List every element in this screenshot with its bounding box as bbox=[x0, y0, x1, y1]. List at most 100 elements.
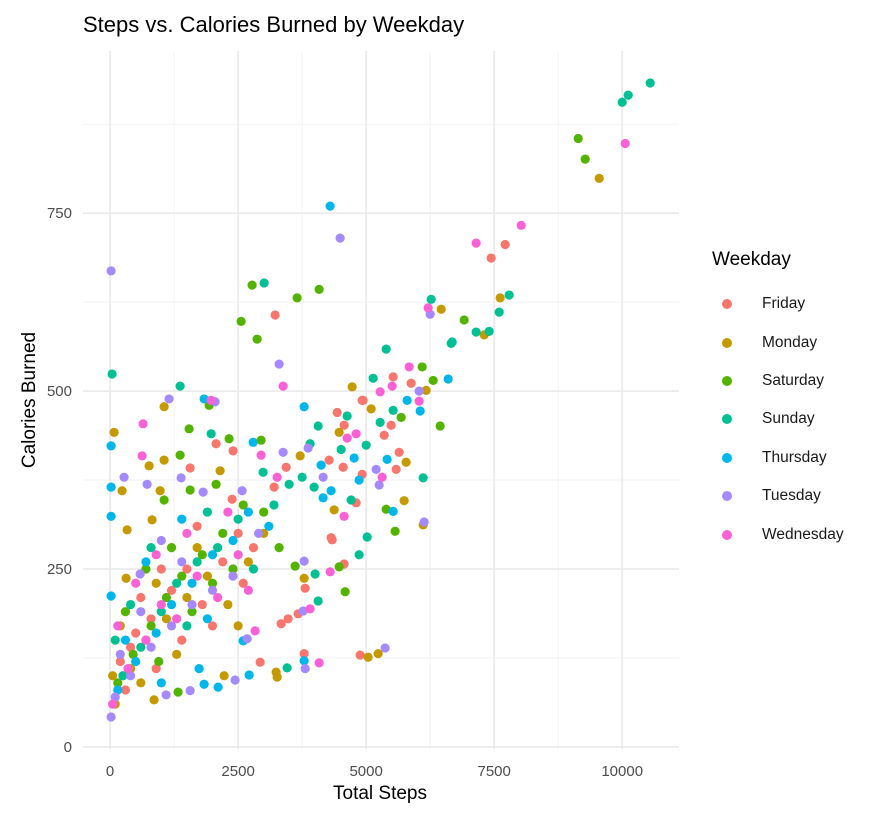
legend-item-tuesday: Tuesday bbox=[712, 477, 844, 515]
data-point-sunday bbox=[504, 290, 514, 300]
data-point-monday bbox=[421, 385, 431, 395]
data-point-wednesday bbox=[108, 699, 118, 709]
data-point-monday bbox=[192, 543, 202, 553]
data-point-sunday bbox=[617, 97, 627, 107]
data-point-monday bbox=[147, 515, 157, 525]
data-point-monday bbox=[161, 614, 172, 624]
data-point-thursday bbox=[299, 656, 309, 666]
data-point-tuesday bbox=[106, 266, 116, 276]
data-point-thursday bbox=[106, 511, 116, 521]
data-point-tuesday bbox=[298, 606, 308, 616]
data-point-tuesday bbox=[166, 621, 177, 631]
data-point-monday bbox=[347, 382, 357, 392]
data-point-thursday bbox=[354, 475, 364, 485]
data-point-saturday bbox=[435, 421, 445, 431]
data-point-friday bbox=[355, 650, 365, 660]
data-point-thursday bbox=[120, 635, 131, 645]
data-point-thursday bbox=[106, 482, 116, 492]
data-point-saturday bbox=[197, 550, 207, 560]
data-point-tuesday bbox=[335, 233, 345, 243]
data-point-monday bbox=[329, 505, 339, 515]
data-point-wednesday bbox=[314, 658, 324, 668]
data-point-tuesday bbox=[164, 394, 174, 404]
data-point-tuesday bbox=[161, 690, 171, 700]
data-point-saturday bbox=[175, 450, 185, 460]
x-tick-label: 0 bbox=[106, 763, 114, 780]
data-point-tuesday bbox=[274, 359, 284, 369]
data-point-monday bbox=[182, 592, 192, 603]
data-point-friday bbox=[248, 543, 259, 553]
data-point-tuesday bbox=[380, 643, 390, 653]
x-tick-label: 2500 bbox=[221, 763, 254, 780]
data-point-thursday bbox=[244, 670, 254, 680]
data-point-sunday bbox=[388, 405, 398, 415]
data-point-monday bbox=[108, 671, 118, 681]
data-point-friday bbox=[151, 663, 161, 674]
data-point-friday bbox=[185, 463, 195, 473]
legend-dot-icon bbox=[722, 375, 732, 386]
data-point-sunday bbox=[110, 635, 120, 645]
data-point-wednesday bbox=[131, 578, 141, 588]
data-point-sunday bbox=[426, 294, 436, 304]
data-point-monday bbox=[159, 455, 169, 465]
data-point-friday bbox=[207, 621, 218, 631]
data-point-friday bbox=[125, 642, 136, 652]
data-point-wednesday bbox=[342, 433, 352, 443]
data-point-sunday bbox=[233, 514, 243, 524]
data-point-friday bbox=[388, 372, 398, 382]
data-point-tuesday bbox=[177, 557, 187, 567]
y-tick-label: 500 bbox=[47, 383, 72, 400]
data-point-sunday bbox=[471, 327, 481, 337]
data-point-wednesday bbox=[278, 381, 288, 391]
data-point-friday bbox=[131, 628, 141, 638]
data-point-thursday bbox=[264, 521, 274, 531]
data-point-tuesday bbox=[230, 675, 240, 685]
legend-dot-icon bbox=[722, 491, 732, 502]
y-tick-label: 0 bbox=[64, 739, 72, 756]
data-point-sunday bbox=[146, 543, 156, 553]
data-point-wednesday bbox=[516, 220, 526, 230]
data-point-sunday bbox=[310, 569, 320, 579]
data-point-wednesday bbox=[172, 614, 182, 624]
data-point-wednesday bbox=[192, 571, 202, 581]
data-point-saturday bbox=[184, 424, 194, 434]
data-point-sunday bbox=[484, 326, 494, 336]
data-point-saturday bbox=[459, 315, 469, 325]
data-point-tuesday bbox=[300, 663, 310, 674]
data-point-tuesday bbox=[185, 686, 195, 696]
data-point-monday bbox=[495, 293, 505, 303]
data-points bbox=[106, 78, 655, 722]
data-point-saturday bbox=[580, 154, 590, 164]
data-point-sunday bbox=[284, 479, 294, 489]
data-point-thursday bbox=[243, 507, 253, 517]
legend-item-monday: Monday bbox=[712, 323, 844, 361]
data-point-wednesday bbox=[206, 395, 216, 405]
data-point-saturday bbox=[417, 362, 427, 372]
data-point-thursday bbox=[113, 685, 123, 695]
legend-label: Friday bbox=[762, 295, 806, 313]
data-point-tuesday bbox=[299, 556, 309, 566]
data-point-saturday bbox=[166, 543, 177, 553]
data-point-thursday bbox=[177, 514, 187, 524]
data-point-friday bbox=[166, 585, 177, 595]
data-point-monday bbox=[172, 649, 182, 659]
data-point-sunday bbox=[175, 381, 185, 391]
legend-label: Saturday bbox=[762, 371, 825, 389]
data-point-saturday bbox=[159, 495, 169, 505]
data-point-wednesday bbox=[272, 472, 282, 482]
data-point-monday bbox=[117, 486, 127, 496]
data-point-monday bbox=[136, 678, 146, 688]
data-point-sunday bbox=[192, 557, 202, 567]
data-point-thursday bbox=[199, 679, 209, 689]
legend-item-friday: Friday bbox=[712, 285, 844, 323]
data-point-saturday bbox=[314, 284, 324, 294]
data-point-monday bbox=[202, 571, 212, 581]
data-point-thursday bbox=[349, 453, 359, 463]
data-point-tuesday bbox=[106, 712, 116, 722]
data-point-sunday bbox=[361, 440, 371, 450]
data-point-saturday bbox=[573, 133, 583, 144]
data-point-sunday bbox=[206, 429, 216, 439]
x-tick-label: 10000 bbox=[601, 763, 643, 780]
data-point-tuesday bbox=[303, 443, 313, 453]
y-tick-label: 750 bbox=[47, 205, 72, 222]
